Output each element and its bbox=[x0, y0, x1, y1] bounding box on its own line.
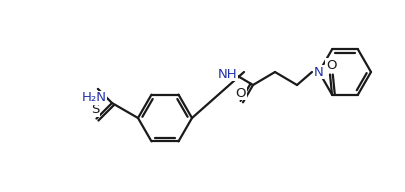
Text: O: O bbox=[326, 59, 337, 72]
Text: NH: NH bbox=[218, 68, 238, 80]
Text: S: S bbox=[91, 103, 100, 116]
Text: H₂N: H₂N bbox=[81, 91, 107, 104]
Text: N: N bbox=[314, 65, 324, 79]
Text: O: O bbox=[236, 87, 246, 100]
